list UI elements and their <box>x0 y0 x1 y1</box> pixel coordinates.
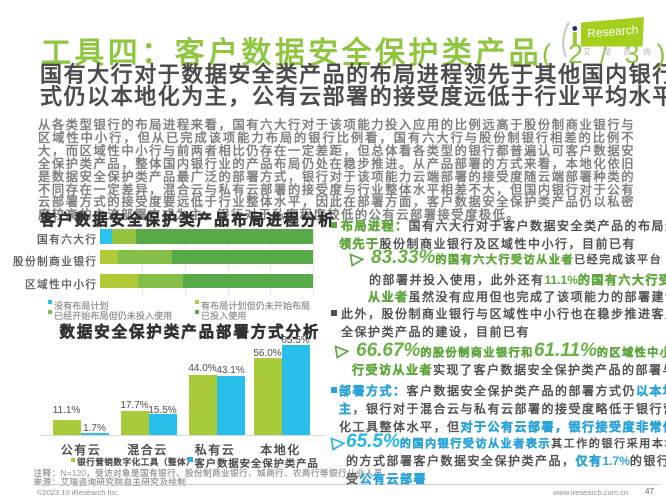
svg-text:Research: Research <box>587 23 639 41</box>
svg-text:艾瑞咨询: 艾瑞咨询 <box>583 47 663 57</box>
